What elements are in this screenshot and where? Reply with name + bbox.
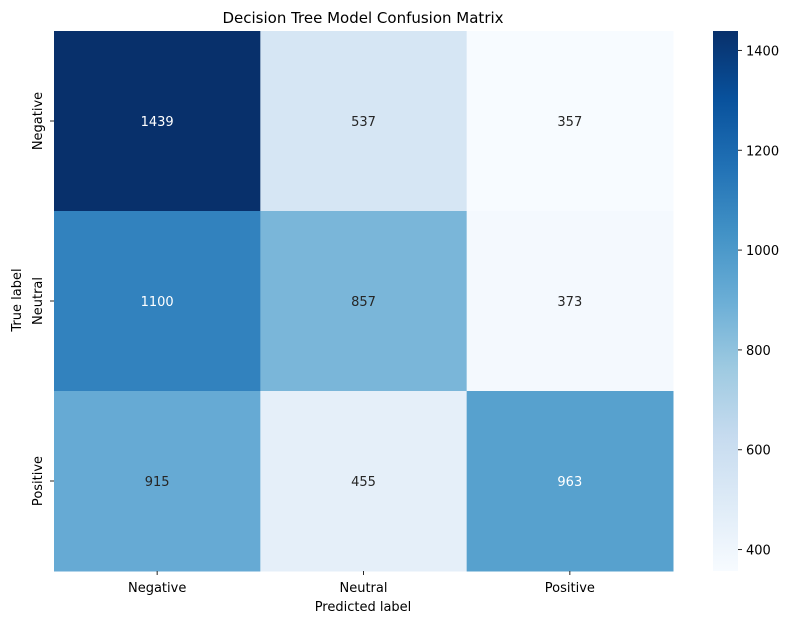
- x-tick-label: Positive: [545, 581, 595, 596]
- x-axis-label: Predicted label: [315, 600, 412, 615]
- y-tick-label: Positive: [31, 456, 46, 506]
- y-axis-label: True label: [10, 268, 25, 332]
- heatmap-cell-labels: 1439 537 357 1100 857 373 915 455 963: [141, 115, 583, 490]
- cell-value-label: 963: [557, 475, 582, 490]
- x-axis-ticks: Negative Neutral Positive: [128, 571, 595, 596]
- chart-title: Decision Tree Model Confusion Matrix: [222, 9, 503, 27]
- heatmap-cell: [260, 391, 468, 572]
- y-tick-label: Negative: [31, 92, 46, 150]
- cell-value-label: 857: [351, 295, 376, 310]
- heatmap-cell: [466, 31, 674, 212]
- colorbar-tick-label: 800: [746, 344, 771, 359]
- heatmap-cell: [466, 211, 674, 392]
- cell-value-label: 357: [557, 115, 582, 130]
- heatmap-cell: [54, 31, 261, 212]
- colorbar-tick-label: 1000: [746, 244, 779, 259]
- colorbar-tick-label: 1200: [746, 144, 779, 159]
- colorbar-ticks: 400 600 800 1000 1200 1400: [738, 44, 779, 559]
- heatmap-cell: [466, 391, 674, 572]
- cell-value-label: 373: [557, 295, 582, 310]
- cell-value-label: 455: [351, 475, 376, 490]
- x-tick-label: Neutral: [340, 581, 388, 596]
- heatmap-cell: [54, 391, 261, 572]
- heatmap-cells: [54, 31, 674, 572]
- colorbar-tick-label: 600: [746, 444, 771, 459]
- y-tick-label: Neutral: [31, 277, 46, 325]
- colorbar-tick-label: 1400: [746, 44, 779, 59]
- colorbar: [713, 31, 738, 571]
- x-tick-label: Negative: [128, 581, 186, 596]
- cell-value-label: 1100: [141, 295, 174, 310]
- cell-value-label: 915: [145, 475, 170, 490]
- heatmap-cell: [54, 211, 261, 392]
- cell-value-label: 537: [351, 115, 376, 130]
- y-axis-ticks: Negative Neutral Positive: [31, 92, 54, 506]
- heatmap-cell: [260, 211, 468, 392]
- cell-value-label: 1439: [141, 115, 174, 130]
- colorbar-tick-label: 400: [746, 544, 771, 559]
- heatmap-cell: [260, 31, 468, 212]
